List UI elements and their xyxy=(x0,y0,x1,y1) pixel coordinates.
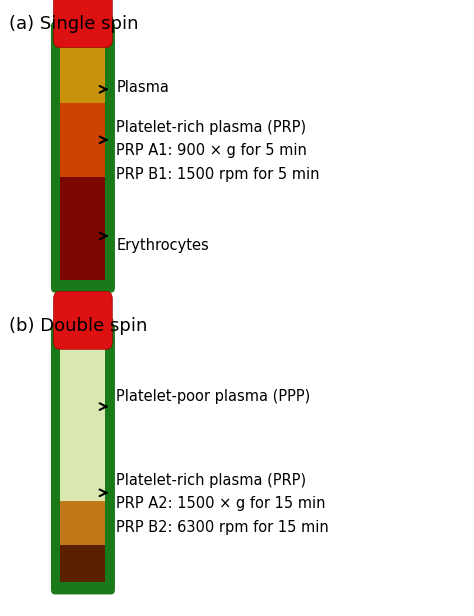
FancyBboxPatch shape xyxy=(51,323,115,594)
Text: Platelet-poor plasma (PPP): Platelet-poor plasma (PPP) xyxy=(116,389,310,404)
Bar xyxy=(61,103,105,177)
Text: Platelet-rich plasma (PRP): Platelet-rich plasma (PRP) xyxy=(116,473,306,488)
Text: Erythrocytes: Erythrocytes xyxy=(116,238,209,253)
Bar xyxy=(61,177,105,280)
Bar xyxy=(61,336,105,501)
Text: PRP B2: 6300 rpm for 15 min: PRP B2: 6300 rpm for 15 min xyxy=(116,520,329,535)
Bar xyxy=(61,34,105,103)
Text: Platelet-rich plasma (PRP): Platelet-rich plasma (PRP) xyxy=(116,120,306,135)
Text: (b) Double spin: (b) Double spin xyxy=(9,317,148,335)
FancyBboxPatch shape xyxy=(54,0,112,47)
Text: Plasma: Plasma xyxy=(116,80,169,95)
Text: PRP A1: 900 × g for 5 min: PRP A1: 900 × g for 5 min xyxy=(116,144,307,158)
FancyBboxPatch shape xyxy=(54,291,112,349)
FancyBboxPatch shape xyxy=(51,22,115,293)
Text: PRP A2: 1500 × g for 15 min: PRP A2: 1500 × g for 15 min xyxy=(116,496,326,511)
Bar xyxy=(61,501,105,545)
Bar xyxy=(61,545,105,582)
Text: (a) Single spin: (a) Single spin xyxy=(9,15,139,33)
Text: PRP B1: 1500 rpm for 5 min: PRP B1: 1500 rpm for 5 min xyxy=(116,167,319,182)
